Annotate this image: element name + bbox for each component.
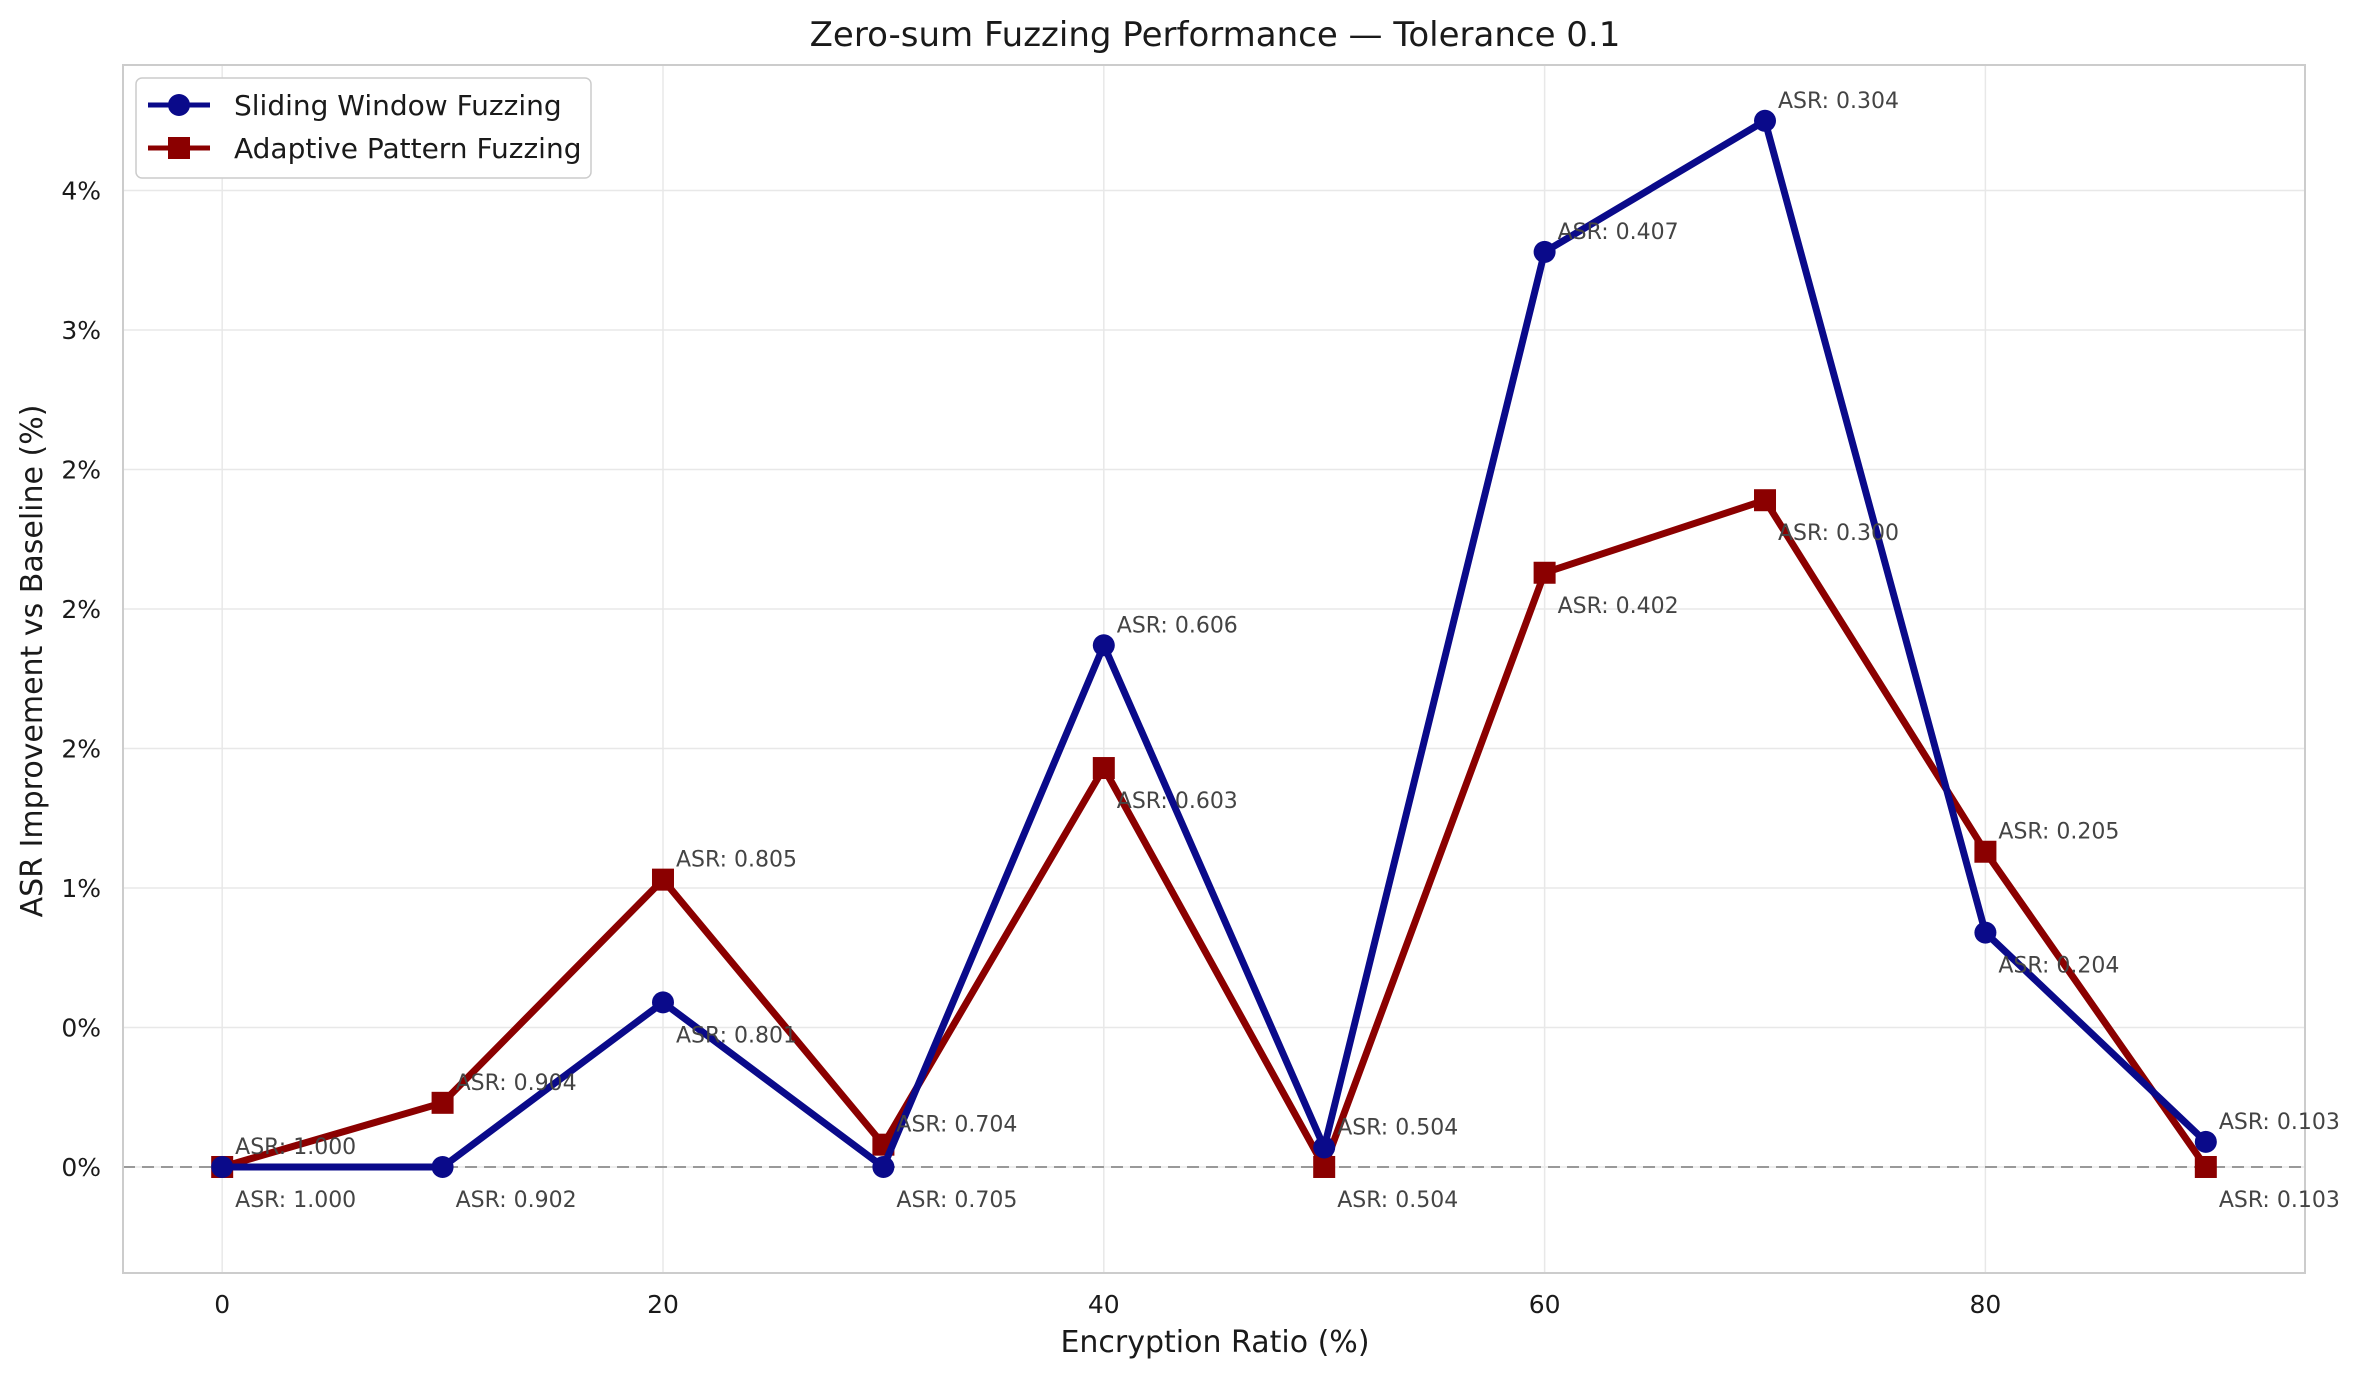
data-point-sliding-window bbox=[651, 991, 674, 1014]
data-point-sliding-window bbox=[1533, 240, 1556, 263]
x-tick-label: 0 bbox=[214, 1290, 230, 1319]
data-label-adaptive-pattern: ASR: 0.103 bbox=[2219, 1188, 2340, 1213]
data-point-sliding-window bbox=[1092, 634, 1115, 657]
x-tick-label: 80 bbox=[1970, 1290, 2002, 1319]
legend-marker-adaptive-pattern bbox=[168, 137, 190, 159]
data-point-adaptive-pattern bbox=[1754, 489, 1777, 512]
data-label-sliding-window: ASR: 0.204 bbox=[1998, 954, 2119, 979]
legend-label-sliding-window: Sliding Window Fuzzing bbox=[234, 89, 562, 122]
data-label-sliding-window: ASR: 0.504 bbox=[1337, 1115, 1458, 1140]
data-point-sliding-window bbox=[872, 1155, 895, 1178]
data-label-sliding-window: ASR: 0.902 bbox=[456, 1188, 577, 1213]
y-tick-label: 4% bbox=[61, 177, 101, 206]
data-label-adaptive-pattern: ASR: 0.205 bbox=[1998, 820, 2119, 845]
annotation-layer: ASR: 1.000 ASR: 1.000 ASR: 0.902 ASR: 0.904… bbox=[235, 89, 2340, 1213]
legend-label-adaptive-pattern: Adaptive Pattern Fuzzing bbox=[234, 132, 581, 165]
data-label-adaptive-pattern: ASR: 0.704 bbox=[896, 1113, 1017, 1138]
series-line-sliding-window bbox=[218, 117, 2210, 1171]
y-tick-label: 0% bbox=[61, 1153, 101, 1182]
x-axis-label: Encryption Ratio (%) bbox=[1060, 1325, 1369, 1360]
y-tick-label: 2% bbox=[61, 595, 101, 624]
series-sliding-window bbox=[211, 109, 2217, 1178]
data-point-adaptive-pattern bbox=[651, 868, 674, 891]
data-label-adaptive-pattern: ASR: 0.603 bbox=[1117, 789, 1238, 814]
data-label-sliding-window: ASR: 0.407 bbox=[1558, 220, 1679, 245]
series-layer bbox=[211, 109, 2217, 1178]
data-label-sliding-window: ASR: 1.000 bbox=[235, 1188, 356, 1213]
data-point-sliding-window bbox=[2194, 1130, 2217, 1153]
legend-box bbox=[135, 77, 592, 179]
data-point-sliding-window bbox=[211, 1155, 234, 1178]
data-label-adaptive-pattern: ASR: 0.904 bbox=[456, 1071, 577, 1096]
data-label-adaptive-pattern: ASR: 0.504 bbox=[1337, 1188, 1458, 1213]
y-tick-label: 1% bbox=[61, 874, 101, 903]
data-label-sliding-window: ASR: 0.705 bbox=[896, 1188, 1017, 1213]
legend: Sliding Window Fuzzing Adaptive Pattern … bbox=[135, 77, 592, 179]
data-point-adaptive-pattern bbox=[1974, 840, 1997, 863]
data-label-adaptive-pattern: ASR: 1.000 bbox=[235, 1135, 356, 1160]
y-tick-label: 2% bbox=[61, 735, 101, 764]
data-point-adaptive-pattern bbox=[431, 1091, 454, 1114]
legend-marker-sliding-window bbox=[168, 94, 190, 116]
data-point-adaptive-pattern bbox=[1533, 561, 1556, 584]
data-point-sliding-window bbox=[1974, 921, 1997, 944]
data-label-adaptive-pattern: ASR: 0.300 bbox=[1778, 521, 1899, 546]
y-axis-label: ASR Improvement vs Baseline (%) bbox=[15, 405, 50, 918]
data-point-adaptive-pattern bbox=[2194, 1155, 2217, 1178]
data-point-sliding-window bbox=[1313, 1136, 1336, 1159]
series-line-adaptive-pattern bbox=[218, 496, 2210, 1171]
x-tick-label: 60 bbox=[1529, 1290, 1561, 1319]
data-label-sliding-window: ASR: 0.103 bbox=[2219, 1110, 2340, 1135]
data-label-sliding-window: ASR: 0.304 bbox=[1778, 89, 1899, 114]
y-tick-label: 2% bbox=[61, 456, 101, 485]
chart-title: Zero-sum Fuzzing Performance — Tolerance… bbox=[810, 15, 1621, 55]
x-tick-label: 20 bbox=[647, 1290, 679, 1319]
data-label-sliding-window: ASR: 0.801 bbox=[676, 1023, 797, 1048]
x-axis-ticks: 0 20 40 60 80 bbox=[214, 1290, 2001, 1319]
data-point-adaptive-pattern bbox=[1313, 1155, 1336, 1178]
data-label-adaptive-pattern: ASR: 0.805 bbox=[676, 848, 797, 873]
data-label-sliding-window: ASR: 0.606 bbox=[1117, 613, 1238, 638]
plot-area-frame bbox=[122, 64, 2306, 1274]
x-tick-label: 40 bbox=[1088, 1290, 1120, 1319]
data-point-sliding-window bbox=[1754, 109, 1777, 132]
y-tick-label: 0% bbox=[61, 1013, 101, 1042]
data-label-adaptive-pattern: ASR: 0.402 bbox=[1558, 594, 1679, 619]
y-tick-label: 3% bbox=[61, 316, 101, 345]
data-point-sliding-window bbox=[431, 1155, 454, 1178]
data-point-adaptive-pattern bbox=[1092, 757, 1115, 780]
y-axis-ticks: 0% 0% 1% 2% 2% 2% 3% 4% bbox=[61, 177, 101, 1182]
